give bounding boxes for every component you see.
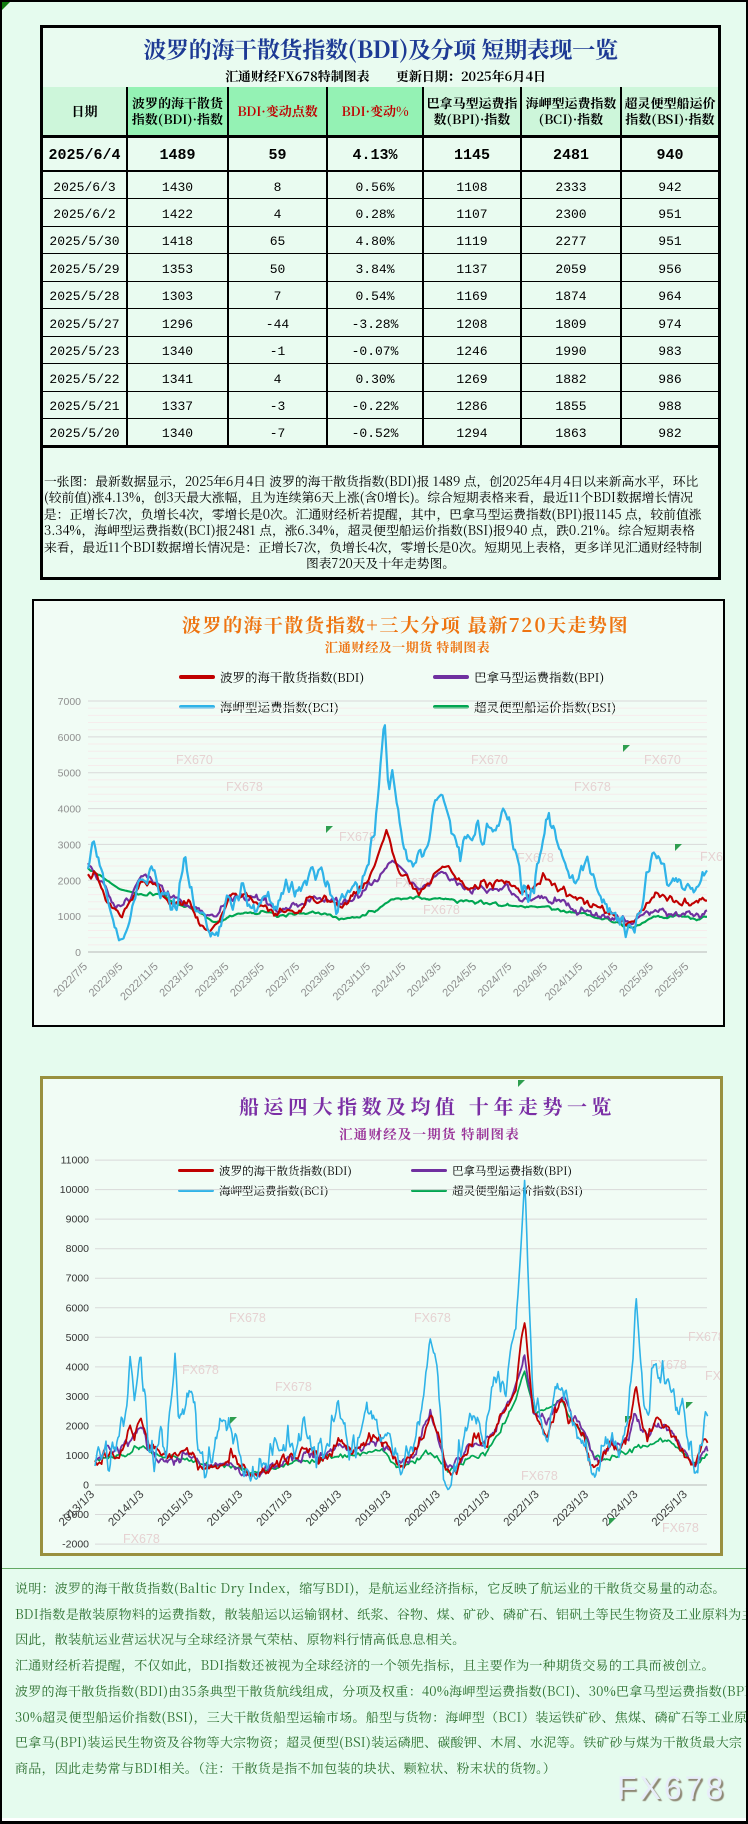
svg-text:2014/1/3: 2014/1/3 [106,1489,146,1529]
svg-text:7000: 7000 [58,696,82,708]
svg-text:FX678: FX678 [123,1532,160,1546]
svg-text:8000: 8000 [66,1243,90,1255]
svg-text:2023/1/3: 2023/1/3 [551,1489,591,1529]
svg-text:-1000: -1000 [62,1509,89,1521]
svg-text:FX678: FX678 [339,830,376,844]
svg-text:9000: 9000 [66,1214,90,1226]
svg-text:3000: 3000 [66,1391,90,1403]
svg-text:2023/7/5: 2023/7/5 [264,961,303,1000]
svg-text:FX678: FX678 [574,780,611,794]
svg-text:FX678: FX678 [700,850,723,864]
svg-text:FX678: FX678 [229,1311,266,1325]
svg-text:5000: 5000 [58,768,82,780]
svg-text:1000: 1000 [66,1450,90,1462]
svg-text:2023/1/5: 2023/1/5 [157,961,196,1000]
svg-text:6000: 6000 [66,1302,90,1314]
svg-text:2021/1/3: 2021/1/3 [452,1489,492,1529]
svg-text:FX678: FX678 [688,1330,720,1344]
svg-text:FX678: FX678 [414,1311,451,1325]
svg-text:10000: 10000 [60,1184,89,1196]
svg-text:2017/1/3: 2017/1/3 [255,1489,295,1529]
svg-text:4000: 4000 [66,1361,90,1373]
svg-text:2019/1/3: 2019/1/3 [353,1489,393,1529]
svg-text:2023/3/5: 2023/3/5 [193,961,232,1000]
svg-text:FX670: FX670 [644,753,681,767]
svg-text:7000: 7000 [66,1273,90,1285]
svg-text:0: 0 [75,947,81,959]
svg-text:2016/1/3: 2016/1/3 [205,1489,245,1529]
svg-text:2022/7/5: 2022/7/5 [51,961,90,1000]
svg-text:2023/5/5: 2023/5/5 [228,961,267,1000]
svg-text:2024/1/3: 2024/1/3 [600,1489,640,1529]
svg-text:2025/1/5: 2025/1/5 [582,961,621,1000]
svg-text:FX678: FX678 [650,1358,687,1372]
svg-text:FX678: FX678 [705,1369,720,1383]
svg-text:2024/11/5: 2024/11/5 [543,961,586,1004]
svg-text:1000: 1000 [58,911,82,923]
svg-text:FX678: FX678 [182,1363,219,1377]
svg-text:FX670: FX670 [176,753,213,767]
svg-text:FX678: FX678 [521,1469,558,1483]
svg-text:4000: 4000 [58,804,82,816]
svg-text:FX678: FX678 [275,1380,312,1394]
svg-text:2000: 2000 [66,1420,90,1432]
svg-text:2022/1/3: 2022/1/3 [502,1489,542,1529]
svg-text:11000: 11000 [61,1155,90,1167]
svg-text:-2000: -2000 [62,1539,89,1551]
svg-text:2018/1/3: 2018/1/3 [304,1489,344,1529]
svg-text:FX678: FX678 [423,903,460,917]
svg-text:0: 0 [83,1480,89,1492]
svg-text:2025/5/5: 2025/5/5 [653,961,692,1000]
svg-text:2015/1/3: 2015/1/3 [156,1489,196,1529]
svg-text:2022/11/5: 2022/11/5 [118,961,161,1004]
svg-text:FX670: FX670 [471,753,508,767]
svg-text:2024/5/5: 2024/5/5 [440,961,479,1000]
svg-text:FX678: FX678 [662,1521,699,1535]
svg-text:2024/3/5: 2024/3/5 [405,961,444,1000]
svg-text:FX678: FX678 [226,780,263,794]
svg-text:5000: 5000 [66,1332,90,1344]
svg-text:2024/1/5: 2024/1/5 [370,961,409,1000]
svg-text:2000: 2000 [58,875,82,887]
svg-text:2024/7/5: 2024/7/5 [476,961,515,1000]
svg-text:2023/11/5: 2023/11/5 [331,961,374,1004]
svg-text:2020/1/3: 2020/1/3 [403,1489,443,1529]
svg-text:3000: 3000 [58,839,82,851]
svg-text:FX678: FX678 [517,851,554,865]
svg-text:2025/3/5: 2025/3/5 [617,961,656,1000]
svg-text:6000: 6000 [58,732,82,744]
